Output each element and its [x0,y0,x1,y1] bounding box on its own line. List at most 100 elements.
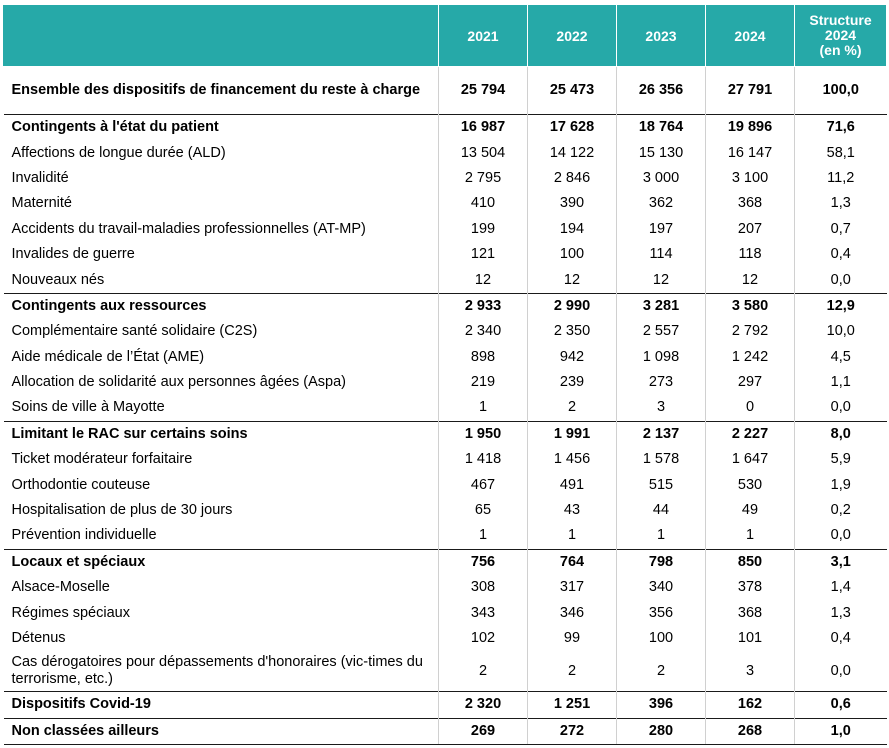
row-structure-value: 0,0 [794,267,887,294]
row-label: Invalides de guerre [11,246,135,263]
row-structure-value: 1,3 [794,191,887,217]
row-label: Aide médicale de l’État (AME) [11,348,205,365]
row-structure-value: 1,4 [794,575,887,601]
row-year-value: 194 [527,216,617,242]
row-label: Hospitalisation de plus de 30 jours [11,502,233,519]
row-year-value: 18 764 [616,114,706,141]
header-year: 2021 [438,4,528,67]
row-structure-value: 100,0 [794,66,887,115]
row-year-value: 2 350 [527,319,617,345]
header-structure: Structure 2024 (en %) [794,4,887,67]
row-year-value: 378 [705,575,795,601]
row-structure-value: 0,4 [794,625,887,652]
row-label: Allocation de solidarité aux personnes â… [11,374,347,391]
row-year-value: 2 [616,651,706,692]
row-year-value: 1 [527,523,617,550]
header-label [3,4,439,67]
table-section-row: Contingents aux ressources 2 933 2 990 3 28… [3,292,887,320]
row-year-value: 3 000 [616,165,706,192]
row-year-value: 798 [616,548,706,576]
row-year-value: 491 [527,472,617,498]
row-year-value: 239 [527,369,617,396]
row-label: Orthodontie couteuse [11,476,151,493]
row-label: Contingents à l'état du patient [3,114,439,141]
row-structure-value: 4,5 [794,344,887,370]
row-structure-value: 5,9 [794,447,887,473]
row-year-value: 25 794 [438,66,528,115]
row-year-value: 2 846 [527,165,617,192]
row-year-value: 1 [438,523,528,550]
row-year-value: 27 791 [705,66,795,115]
row-year-value: 2 795 [438,165,528,192]
row-year-value: 121 [438,241,528,268]
row-year-value: 362 [616,191,706,217]
row-year-value: 3 [616,395,706,422]
row-structure-value: 0,7 [794,216,887,242]
row-year-value: 2 [527,395,617,422]
row-label: Prévention individuelle [11,527,157,544]
row-year-value: 3 [705,651,795,692]
header-row: 2021 2022 2023 2024 Structure 2024 (en %… [3,4,887,67]
row-year-value: 162 [705,691,795,719]
row-structure-value: 0,0 [794,523,887,550]
table-row: Cas dérogatoires pour dépassements d'hon… [4,651,887,692]
row-year-value: 99 [527,625,617,652]
row-year-value: 197 [616,216,706,242]
row-year-value: 2 137 [616,420,706,448]
row-year-value: 12 [438,267,528,294]
row-year-value: 1 [705,523,795,550]
row-year-value: 2 990 [527,292,617,320]
row-label: Nouveaux nés [11,271,105,288]
row-year-value: 942 [527,344,617,370]
row-structure-value: 1,1 [794,369,887,396]
row-year-value: 26 356 [616,66,706,115]
table-section-row: Locaux et spéciaux 756 764 798 850 3,1 [3,548,887,576]
row-year-value: 340 [616,575,706,601]
row-year-value: 1 991 [527,420,617,448]
row-year-value: 3 281 [616,292,706,320]
header-structure-line: Structure [809,12,872,28]
row-year-value: 3 100 [705,165,795,192]
row-year-value: 15 130 [616,140,706,166]
row-structure-value: 71,6 [794,114,887,141]
row-structure-value: 11,2 [794,165,887,192]
row-year-value: 2 933 [438,292,528,320]
row-structure-value: 0,6 [794,691,887,719]
row-year-value: 272 [527,717,617,745]
row-year-value: 17 628 [527,114,617,141]
row-label: Limitant le RAC sur certains soins [3,420,439,448]
row-year-value: 390 [527,191,617,217]
row-year-value: 25 473 [527,66,617,115]
row-year-value: 2 792 [705,319,795,345]
row-year-value: 12 [527,267,617,294]
row-year-value: 898 [438,344,528,370]
row-year-value: 1 578 [616,447,706,473]
row-year-value: 2 [527,651,617,692]
row-year-value: 297 [705,369,795,396]
header-year: 2024 [705,4,795,67]
row-year-value: 14 122 [527,140,617,166]
table-row: Hospitalisation de plus de 30 jours 65 43 4… [4,497,887,524]
row-label: Ensemble des dispositifs de financement … [3,66,439,115]
row-year-value: 16 147 [705,140,795,166]
row-structure-value: 0,0 [794,651,887,692]
row-year-value: 317 [527,575,617,601]
row-year-value: 100 [616,625,706,652]
table-section-row: Non classées ailleurs 269 272 280 268 1,0 [3,717,887,745]
row-label: Régimes spéciaux [11,604,130,621]
row-year-value: 850 [705,548,795,576]
row-year-value: 13 504 [438,140,528,166]
table-row: Alsace-Moselle 308 317 340 378 1,4 [4,575,887,601]
table-row: Orthodontie couteuse 467 491 515 530 1,9 [4,472,887,498]
table-row: Nouveaux nés 12 12 12 12 0,0 [4,267,887,294]
row-year-value: 16 987 [438,114,528,141]
row-year-value: 515 [616,472,706,498]
row-year-value: 308 [438,575,528,601]
table-row: Invalidité 2 795 2 846 3 000 3 100 11,2 [4,165,887,192]
row-year-value: 368 [705,191,795,217]
row-year-value: 530 [705,472,795,498]
row-structure-value: 12,9 [794,292,887,320]
row-label: Locaux et spéciaux [3,548,439,576]
row-year-value: 2 557 [616,319,706,345]
row-structure-value: 3,1 [794,548,887,576]
